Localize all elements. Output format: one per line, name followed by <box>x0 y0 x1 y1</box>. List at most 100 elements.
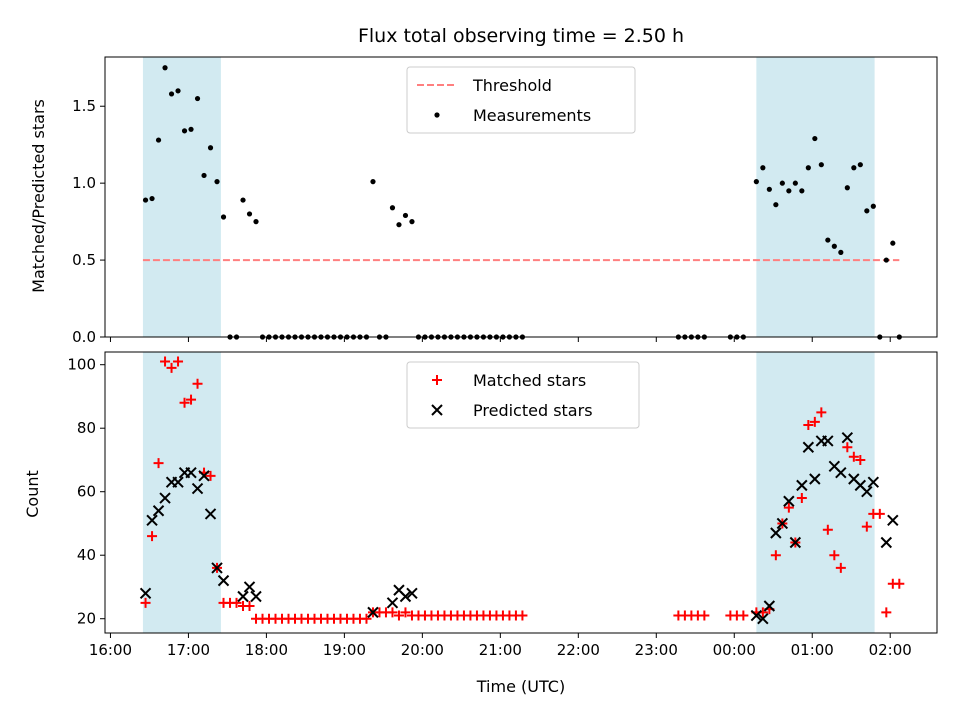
data-point <box>370 179 376 185</box>
legend-box <box>406 66 636 134</box>
data-point <box>244 601 255 612</box>
data-point <box>822 435 834 447</box>
data-point <box>205 470 216 481</box>
data-point <box>786 188 792 194</box>
data-point <box>179 397 190 408</box>
data-point <box>399 590 412 603</box>
data-point <box>387 607 398 618</box>
data-point <box>799 188 805 194</box>
data-point <box>220 214 227 220</box>
data-point <box>217 574 230 587</box>
data-point <box>396 222 402 228</box>
y-tick-label: 0.0 <box>72 328 96 346</box>
axes-frame <box>104 351 938 634</box>
data-point <box>173 356 184 367</box>
data-point <box>831 243 837 249</box>
data-point <box>829 550 840 561</box>
data-point <box>883 257 889 263</box>
data-point <box>361 613 372 624</box>
data-point <box>198 470 210 482</box>
data-point <box>185 466 197 479</box>
data-point <box>890 240 896 246</box>
chart-title: Flux total observing time = 2.50 h <box>358 25 684 47</box>
data-point <box>246 211 253 217</box>
data-point <box>162 65 168 71</box>
data-point <box>838 249 844 255</box>
data-point <box>753 179 759 185</box>
data-point <box>393 610 404 621</box>
data-point <box>367 606 379 619</box>
data-point <box>867 476 880 488</box>
legend-predicted-swatch <box>431 404 443 416</box>
data-point <box>139 587 152 600</box>
plot-area <box>139 352 905 633</box>
data-point <box>887 514 899 526</box>
legend-label: Measurements <box>473 106 591 125</box>
data-point <box>792 180 798 186</box>
x-tick-label: 23:00 <box>635 641 678 659</box>
data-point <box>894 578 905 589</box>
data-point <box>194 95 201 102</box>
data-point <box>770 527 782 539</box>
legend: Threshold Measurements <box>406 66 636 134</box>
data-point <box>168 91 175 97</box>
data-point <box>851 165 857 171</box>
shaded-interval <box>142 57 221 337</box>
data-point <box>160 356 171 367</box>
data-point <box>864 208 870 214</box>
data-point <box>140 597 151 608</box>
data-point <box>149 195 155 202</box>
data-point <box>231 597 242 608</box>
x-tick-label: 01:00 <box>791 641 834 659</box>
data-point <box>803 420 814 431</box>
data-point <box>766 186 772 192</box>
y-tick-label: 60 <box>77 483 96 501</box>
data-point <box>201 172 207 179</box>
data-point <box>844 185 850 191</box>
data-point <box>738 610 749 621</box>
shaded-interval <box>756 352 875 633</box>
x-tick-label: 02:00 <box>869 641 912 659</box>
count-panel: Count 20 40 60 80 100 16:00 17:00 18:00 19:00 20:… <box>23 351 938 659</box>
data-point <box>166 362 177 373</box>
data-point <box>848 451 859 462</box>
data-point <box>146 514 158 526</box>
data-point <box>147 531 158 542</box>
data-point <box>406 587 418 600</box>
data-point <box>750 609 763 622</box>
data-point <box>779 180 785 186</box>
y-tick-label: 100 <box>67 356 96 374</box>
data-point <box>243 581 256 593</box>
data-point <box>153 458 164 469</box>
data-point <box>789 536 802 549</box>
bottom-y-axis-title: Count <box>23 470 42 518</box>
data-point <box>842 442 853 453</box>
data-point <box>818 162 824 168</box>
data-point <box>763 600 776 612</box>
x-tick-label: 18:00 <box>245 641 288 659</box>
data-point <box>214 179 220 185</box>
data-point <box>760 165 766 171</box>
legend-box <box>406 361 640 429</box>
data-point <box>776 517 789 530</box>
ratio-panel: Matched/Predicted stars 0.0 0.5 1.0 1.5 Thre… <box>29 56 938 346</box>
shaded-interval <box>756 57 875 337</box>
data-point <box>191 482 204 495</box>
data-point <box>770 550 781 561</box>
data-point <box>805 165 811 171</box>
x-axis-title: Time (UTC) <box>476 677 565 696</box>
y-tick-label: 1.5 <box>72 97 96 115</box>
legend-label: Matched stars <box>473 371 586 390</box>
plot-area <box>142 57 902 340</box>
data-point <box>240 197 246 203</box>
data-point <box>253 219 259 225</box>
data-point <box>816 407 827 418</box>
data-point <box>796 479 808 492</box>
x-tick-label: 20:00 <box>401 641 444 659</box>
data-point <box>835 466 847 479</box>
series-2 <box>139 432 899 625</box>
data-point <box>386 597 399 609</box>
y-tick-label: 0.5 <box>72 251 96 269</box>
data-point <box>783 502 794 513</box>
legend-label: Threshold <box>472 76 552 95</box>
